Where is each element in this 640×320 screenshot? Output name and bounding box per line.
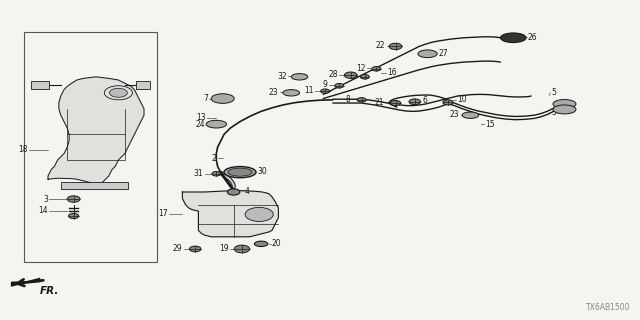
Bar [31, 81, 49, 89]
Text: 15: 15 [485, 120, 495, 129]
Text: 21: 21 [374, 98, 384, 107]
Circle shape [189, 246, 201, 252]
Ellipse shape [224, 167, 256, 178]
Ellipse shape [500, 33, 526, 43]
Circle shape [409, 99, 420, 105]
Circle shape [443, 100, 453, 105]
Text: 27: 27 [438, 49, 448, 58]
Ellipse shape [206, 120, 227, 128]
Circle shape [245, 207, 273, 221]
Ellipse shape [462, 112, 479, 118]
Circle shape [360, 75, 369, 79]
Ellipse shape [211, 94, 234, 103]
Bar [136, 81, 150, 89]
Text: 11: 11 [304, 86, 314, 95]
Ellipse shape [255, 241, 268, 246]
Circle shape [212, 172, 221, 176]
Text: 6: 6 [422, 96, 428, 105]
Text: 3: 3 [43, 195, 48, 204]
Text: 28: 28 [328, 70, 338, 79]
Text: 30: 30 [257, 167, 267, 176]
Text: TX6AB1500: TX6AB1500 [586, 303, 630, 312]
Text: 10: 10 [458, 95, 467, 104]
Text: 9: 9 [323, 80, 328, 89]
Text: 24: 24 [195, 120, 205, 129]
Polygon shape [48, 77, 144, 184]
Text: 32: 32 [277, 72, 287, 81]
Text: 31: 31 [194, 169, 204, 178]
Polygon shape [182, 190, 278, 237]
Text: 4: 4 [244, 187, 250, 196]
Polygon shape [12, 278, 40, 286]
Ellipse shape [283, 90, 300, 96]
Circle shape [234, 245, 250, 253]
Text: 19: 19 [220, 244, 229, 253]
Circle shape [390, 100, 401, 106]
Text: 5: 5 [552, 88, 557, 97]
Text: 2: 2 [212, 154, 216, 163]
Circle shape [67, 196, 80, 202]
Ellipse shape [228, 168, 252, 176]
Text: 23: 23 [269, 88, 278, 97]
Text: 17: 17 [158, 209, 168, 218]
Circle shape [335, 84, 344, 88]
Text: 12: 12 [356, 64, 366, 73]
Circle shape [372, 67, 381, 71]
Text: 8: 8 [351, 72, 355, 81]
Ellipse shape [553, 100, 576, 108]
Text: 26: 26 [528, 33, 538, 42]
Bar [61, 182, 128, 189]
Circle shape [389, 43, 402, 50]
Text: 20: 20 [272, 239, 282, 248]
Text: 16: 16 [387, 68, 397, 77]
Ellipse shape [553, 105, 576, 114]
Text: 7: 7 [203, 94, 208, 103]
Text: 29: 29 [173, 244, 182, 253]
Circle shape [109, 88, 127, 97]
Ellipse shape [291, 74, 308, 80]
Bar [24, 32, 157, 262]
Text: 14: 14 [38, 206, 48, 215]
Text: 18: 18 [18, 145, 28, 154]
Ellipse shape [227, 189, 240, 195]
Circle shape [321, 89, 330, 93]
Text: FR.: FR. [40, 286, 59, 296]
Circle shape [68, 213, 79, 219]
Circle shape [357, 98, 366, 102]
Text: 8: 8 [346, 95, 351, 104]
Text: 13: 13 [196, 113, 206, 122]
Text: 23: 23 [450, 110, 460, 119]
Text: 22: 22 [376, 41, 385, 50]
Ellipse shape [418, 50, 437, 58]
Circle shape [344, 72, 357, 78]
Text: 5: 5 [552, 108, 557, 117]
